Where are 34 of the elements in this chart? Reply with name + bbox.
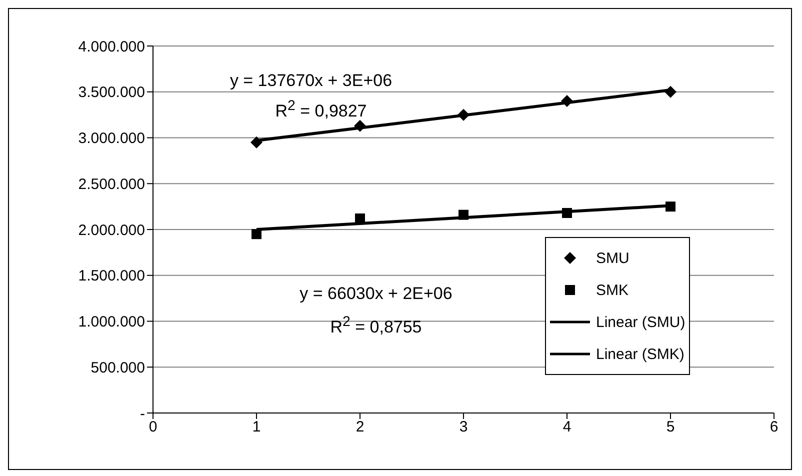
legend-label: SMU: [596, 250, 630, 266]
x-tick-label: 1: [252, 418, 261, 436]
annotation: R$^{2}$ = 0,9827: [274, 98, 368, 122]
annotation: R$^{2}$ = 0,8755: [329, 314, 423, 338]
y-tick-label: 2.500.000: [78, 176, 145, 193]
y-tick-label: 1.500.000: [78, 268, 145, 285]
point: [354, 120, 366, 132]
x-tick-label: 3: [459, 418, 468, 436]
x-tick-label: 2: [356, 418, 364, 436]
y-tick-label: 2.000.000: [78, 222, 145, 239]
x-tick-label: 5: [666, 418, 675, 436]
legend-label: Linear (SMU): [596, 314, 686, 330]
point: [252, 229, 262, 240]
annotation: y = 137670x + 3E+06: [228, 71, 394, 91]
point: [355, 213, 365, 224]
legend-label: SMK: [596, 282, 629, 298]
point: [250, 136, 262, 148]
point: [664, 86, 676, 98]
x-tick-label: 6: [770, 418, 778, 436]
x-tick-label: 4: [562, 418, 572, 436]
x-tick-label: 0: [148, 418, 158, 436]
y-tick-label: 3.000.000: [78, 130, 145, 148]
y-tick-label: 1.000.000: [78, 314, 145, 331]
point: [562, 208, 572, 218]
y-tick-label: -: [140, 405, 145, 422]
point: [458, 210, 468, 220]
y-tick-label: 3.500.000: [78, 84, 145, 102]
point: [666, 202, 676, 212]
point: [561, 95, 573, 108]
y-tick-label: 4.000.000: [78, 38, 145, 56]
annotation: y = 66030x + 2E+06: [298, 284, 454, 304]
point: [458, 108, 470, 121]
y-tick-label: 500.000: [90, 359, 145, 376]
legend-label: Linear (SMK): [596, 346, 684, 362]
